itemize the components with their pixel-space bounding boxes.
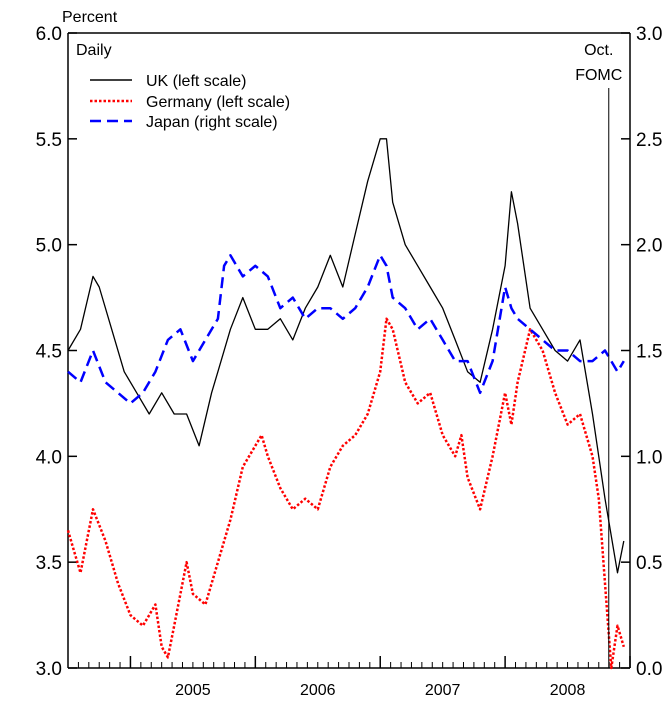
axis-ticks: 3.0 3.5 4.0 4.5 5.0 5.5 6.0 0.0 0.5 1.0 1.5 2.0 2.5 3… (36, 24, 663, 699)
right-tick-label: 2.5 (636, 130, 662, 151)
series-layer (66, 138, 625, 670)
frequency-note: Daily (76, 42, 112, 59)
left-tick-label: 3.0 (36, 659, 62, 680)
x-tick-label: 2005 (175, 682, 211, 699)
left-tick-label: 3.5 (36, 553, 62, 574)
right-tick-label: 1.0 (636, 447, 662, 468)
legend: UK (left scale) Germany (left scale) Jap… (90, 73, 290, 131)
left-tick-label: 5.0 (36, 236, 62, 257)
x-tick-label: 2007 (425, 682, 461, 699)
right-tick-label: 2.0 (636, 236, 662, 257)
x-tick-label: 2006 (300, 682, 336, 699)
legend-label-germany: Germany (left scale) (146, 94, 290, 111)
left-tick-label: 4.5 (36, 342, 62, 363)
series-line-0 (67, 138, 625, 574)
right-tick-label: 1.5 (636, 342, 662, 363)
series-line-1 (66, 317, 625, 670)
left-tick-label: 4.0 (36, 447, 62, 468)
legend-label-japan: Japan (right scale) (146, 114, 278, 131)
legend-label-uk: UK (left scale) (146, 73, 246, 90)
event-label-line2: FOMC (575, 67, 622, 84)
left-tick-label: 5.5 (36, 130, 62, 151)
left-axis-unit-label: Percent (62, 9, 118, 26)
left-tick-label: 6.0 (36, 24, 62, 45)
right-tick-label: 0.5 (636, 553, 662, 574)
series-line-2 (67, 254, 625, 405)
event-label-line1: Oct. (584, 42, 613, 59)
right-tick-label: 0.0 (636, 659, 662, 680)
right-tick-label: 3.0 (636, 24, 662, 45)
x-tick-label: 2008 (550, 682, 586, 699)
